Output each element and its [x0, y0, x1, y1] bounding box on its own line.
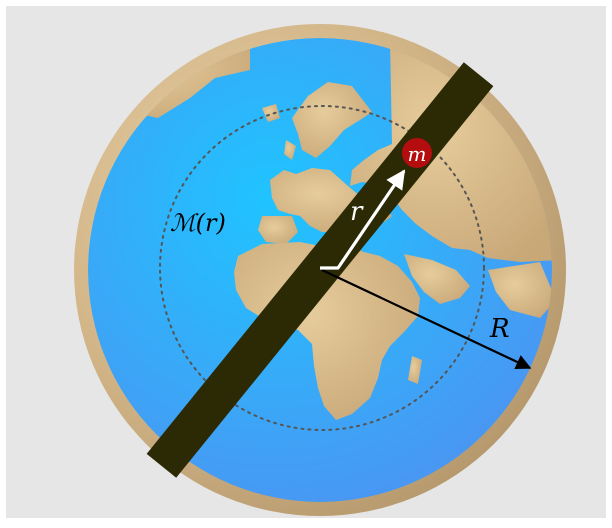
mass-label: m [408, 142, 427, 166]
radius-arrow-small [320, 169, 406, 270]
radius-large-label: R [489, 314, 510, 344]
tunnel-through-earth [146, 62, 494, 478]
radius-small-label: r [350, 197, 364, 227]
landmass-arabia [404, 254, 470, 304]
landmass-madagascar [408, 356, 422, 384]
mass-ball [402, 138, 432, 168]
landmass-scandinavia [292, 82, 372, 158]
landmass-islands [262, 104, 280, 122]
mass-function-label: ℳ(r) [170, 209, 226, 237]
landmass-iberia [258, 216, 298, 244]
dotted-radius-circle [159, 105, 485, 431]
landmass-africa [234, 242, 420, 420]
radius-arrow-large [321, 269, 532, 370]
